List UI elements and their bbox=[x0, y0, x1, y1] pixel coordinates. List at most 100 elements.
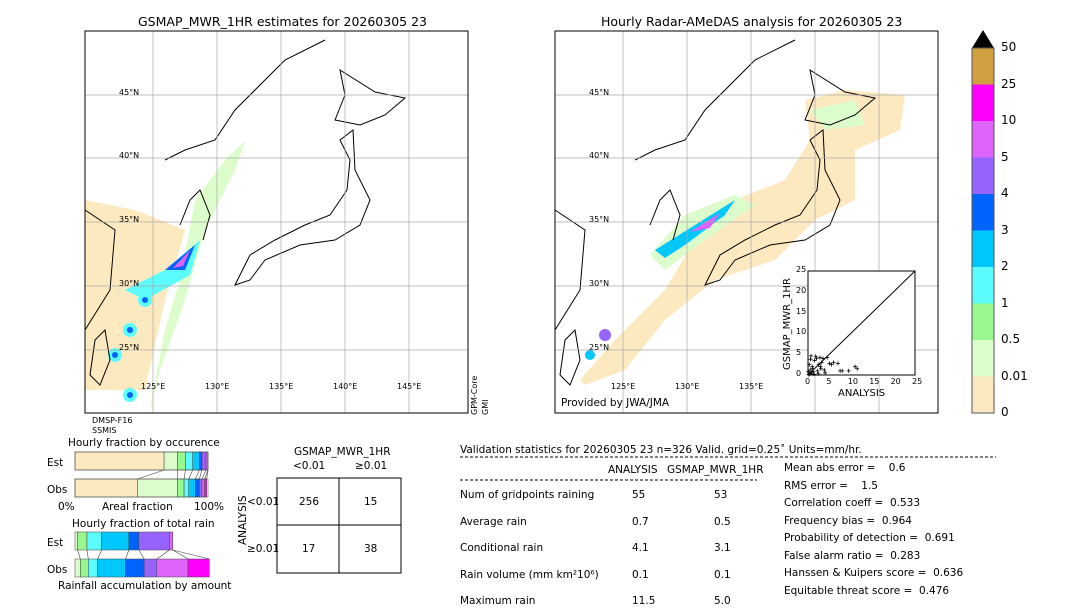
scatter-point bbox=[831, 360, 836, 365]
lat-label: 30°N bbox=[589, 279, 610, 288]
colorbar-segment bbox=[972, 84, 994, 121]
scatter-point bbox=[827, 361, 832, 366]
colorbar-tick-label: 25 bbox=[1001, 76, 1017, 91]
fraction-connector bbox=[86, 549, 89, 560]
fraction-bar-segment bbox=[74, 451, 165, 471]
scatter-point bbox=[815, 368, 820, 373]
score-line: Correlation coeff = 0.533 bbox=[784, 497, 920, 509]
rain-area bbox=[125, 240, 200, 300]
colorbar-segment bbox=[972, 376, 994, 413]
fraction-bar-segment bbox=[177, 478, 185, 498]
stats-col-analysis: ANALYSIS bbox=[608, 464, 658, 476]
fraction-bar-segment bbox=[201, 478, 205, 498]
coastline bbox=[164, 39, 326, 161]
lon-label: 135°E bbox=[269, 382, 294, 391]
coastline bbox=[234, 129, 371, 286]
scatter-point bbox=[810, 366, 815, 371]
x-axis-label: Areal fraction bbox=[102, 501, 173, 513]
est-label: Est bbox=[47, 457, 64, 469]
score-line: Mean abs error = 0.6 bbox=[784, 462, 906, 474]
x-tick-label: 10 bbox=[847, 377, 858, 386]
stats-gsmap-value: 3.1 bbox=[714, 542, 731, 554]
y-tick-label: 20 bbox=[796, 285, 807, 295]
stats-analysis-value: 11.5 bbox=[632, 595, 656, 607]
colorbar-segment bbox=[972, 230, 994, 267]
fraction-bar-segment bbox=[86, 531, 102, 551]
fraction-bar-segment bbox=[185, 451, 193, 471]
stats-analysis-value: 4.1 bbox=[632, 542, 649, 554]
stats-gsmap-value: 0.1 bbox=[714, 568, 731, 581]
sensor-label: DMSP-F16 bbox=[92, 416, 133, 425]
y-tick-label: 5 bbox=[796, 348, 802, 358]
occurrence-title: Hourly fraction by occurence bbox=[68, 437, 220, 449]
fraction-bar-segment bbox=[163, 451, 178, 471]
scatter-point bbox=[812, 358, 817, 363]
scatter-point bbox=[823, 370, 828, 375]
x-tick-label: 15 bbox=[869, 377, 880, 386]
fraction-bar-segment bbox=[183, 478, 189, 498]
scatter-point bbox=[810, 364, 815, 369]
fraction-bar-segment bbox=[156, 558, 189, 578]
fraction-connector bbox=[204, 469, 209, 480]
rain-cell bbox=[127, 392, 133, 398]
fraction-connector bbox=[201, 469, 207, 480]
lat-label: 25°N bbox=[589, 343, 610, 352]
stats-analysis-value: 0.7 bbox=[632, 515, 649, 528]
lon-label: 125°E bbox=[611, 382, 636, 391]
stats-gsmap-value: 0.5 bbox=[714, 515, 731, 528]
stats-col-gsmap: GSMAP_MWR_1HR bbox=[667, 464, 764, 476]
rain-area bbox=[690, 213, 720, 232]
fraction-bar-segment bbox=[205, 451, 209, 471]
scatter-point bbox=[817, 355, 822, 360]
scatter-point bbox=[814, 356, 819, 361]
rain-area bbox=[165, 245, 195, 270]
rain-cell bbox=[142, 297, 148, 303]
scatter-point bbox=[853, 364, 858, 369]
stats-row-label: Average rain bbox=[460, 515, 527, 528]
scatter-point bbox=[808, 357, 813, 362]
fraction-bar-segment bbox=[143, 558, 158, 578]
x-axis-label: Rainfall accumulation by amount bbox=[58, 580, 232, 592]
stats-analysis-value: 55 bbox=[632, 489, 646, 501]
rain-area bbox=[810, 100, 865, 130]
score-line: Frequency bias = 0.964 bbox=[784, 514, 912, 527]
x-tick-label: 5 bbox=[826, 377, 832, 386]
colorbar-tick-label: 0.01 bbox=[1001, 368, 1028, 383]
y-tick-label: 15 bbox=[796, 306, 807, 316]
colorbar-frame bbox=[971, 47, 995, 414]
colorbar-tick-label: 5 bbox=[1001, 149, 1009, 164]
colorbar-segment bbox=[972, 267, 994, 304]
fraction-connector bbox=[199, 469, 203, 480]
fraction-bar-segment bbox=[187, 558, 210, 578]
coastline bbox=[559, 328, 581, 386]
lat-label: 35°N bbox=[119, 215, 140, 224]
scatter-point bbox=[819, 360, 824, 365]
scatter-point bbox=[806, 369, 811, 374]
fraction-bar-frame bbox=[74, 478, 209, 498]
fraction-bar-segment bbox=[128, 531, 140, 551]
lon-label: 145°E bbox=[397, 382, 422, 391]
credit-label: Provided by JWA/JMA bbox=[561, 397, 670, 409]
coastline bbox=[179, 189, 211, 241]
right-map-frame bbox=[554, 30, 939, 414]
y-tick-label: 0 bbox=[796, 369, 802, 378]
stats-row-label: Num of gridpoints raining bbox=[460, 489, 595, 501]
scatter-point bbox=[807, 362, 812, 367]
fraction-bar-segment bbox=[138, 531, 170, 551]
score-line: False alarm ratio = 0.283 bbox=[784, 549, 921, 562]
fraction-connector bbox=[172, 549, 210, 560]
table-cell: 38 bbox=[364, 543, 378, 555]
lon-label: 140°E bbox=[333, 382, 358, 391]
fraction-bar-segment bbox=[199, 451, 203, 471]
lat-label: 40°N bbox=[589, 151, 610, 160]
coastline bbox=[634, 39, 796, 161]
score-line: Probability of detection = 0.691 bbox=[784, 532, 955, 544]
scatter-point bbox=[808, 353, 813, 358]
fraction-bar-segment bbox=[125, 558, 145, 578]
scatter-point bbox=[811, 372, 816, 377]
lon-label: 130°E bbox=[675, 382, 700, 391]
scatter-ylabel: GSMAP_MWR_1HR bbox=[782, 278, 793, 370]
stats-row-label: Rain volume (mm km²10⁶) bbox=[460, 568, 599, 581]
rain-cell bbox=[585, 350, 595, 360]
